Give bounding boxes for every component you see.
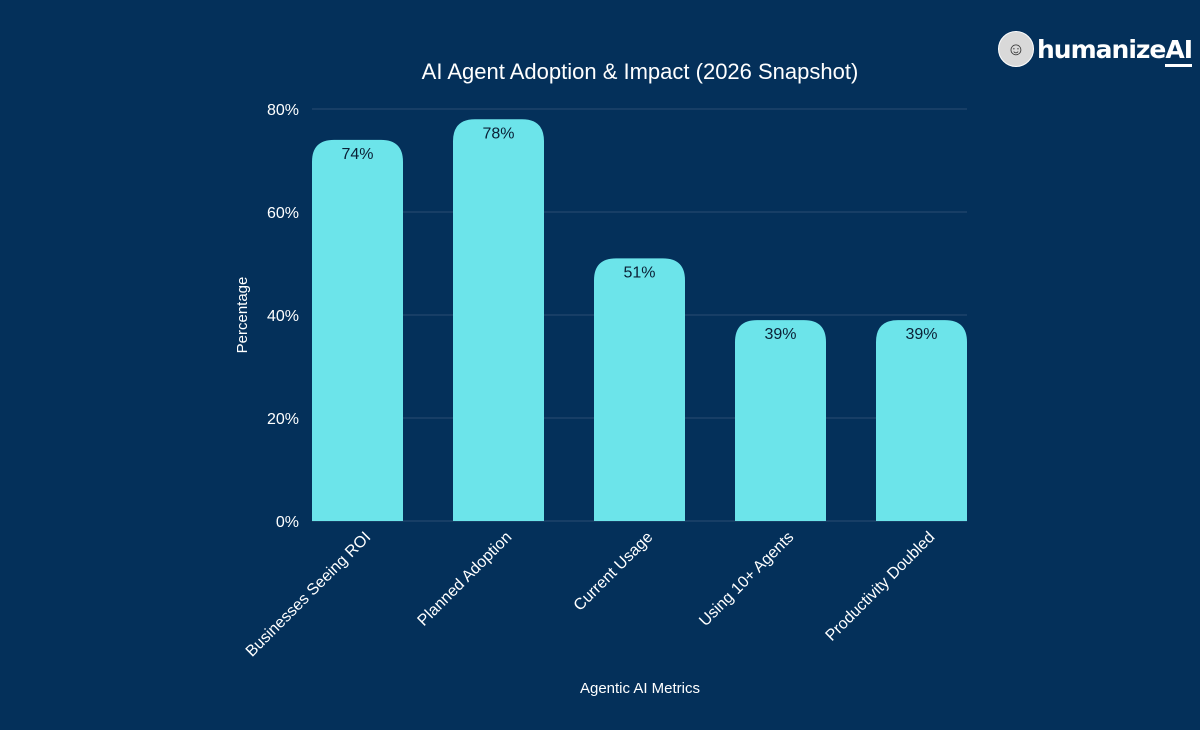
x-tick-label: Planned Adoption <box>415 529 516 630</box>
x-tick-label: Businesses Seeing ROI <box>243 529 375 661</box>
bar <box>594 258 685 521</box>
x-axis-label: Agentic AI Metrics <box>580 680 700 697</box>
y-tick-label: 80% <box>267 102 299 119</box>
y-tick-label: 20% <box>267 411 299 428</box>
data-label: 51% <box>623 264 655 281</box>
data-label: 74% <box>341 146 373 163</box>
bars: 74% 78% 51% 39% 39% <box>312 119 967 522</box>
chart-title: AI Agent Adoption & Impact (2026 Snapsho… <box>422 59 859 84</box>
bar <box>876 320 967 521</box>
y-axis-label: Percentage <box>234 277 251 354</box>
bar <box>735 320 826 521</box>
x-tick-label: Productivity Doubled <box>823 529 939 645</box>
y-tick-label: 40% <box>267 308 299 325</box>
y-axis-ticks: 0% 20% 40% 60% 80% <box>267 102 299 531</box>
brand-logo: ☺ humanizeAI <box>998 31 1193 67</box>
data-label: 39% <box>764 326 796 343</box>
bar <box>312 139 403 521</box>
brand-name: humanize <box>1037 34 1166 64</box>
x-axis-ticks: Businesses Seeing ROI Planned Adoption Cur… <box>243 529 939 661</box>
brand-suffix: AI <box>1165 34 1193 67</box>
x-tick-label: Current Usage <box>571 529 657 615</box>
data-label: 39% <box>905 326 937 343</box>
data-label: 78% <box>482 125 514 142</box>
y-tick-label: 0% <box>276 514 299 531</box>
y-tick-label: 60% <box>267 205 299 222</box>
bar <box>453 119 544 522</box>
head-brain-icon: ☺ <box>998 31 1034 67</box>
x-tick-label: Using 10+ Agents <box>696 529 797 630</box>
